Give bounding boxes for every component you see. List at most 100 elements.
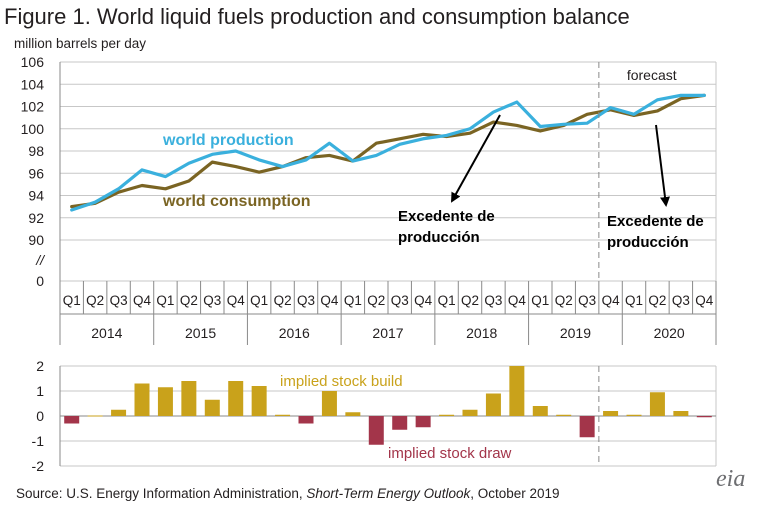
year-label: 2014 bbox=[91, 325, 122, 341]
stock-bar bbox=[579, 416, 595, 438]
annotation-text-2-line2: producción bbox=[607, 234, 689, 251]
stock-bar bbox=[228, 381, 244, 416]
quarter-label: Q2 bbox=[274, 293, 292, 308]
stock-bar bbox=[696, 416, 712, 418]
quarter-label: Q1 bbox=[438, 293, 456, 308]
y-tick-label: 106 bbox=[21, 54, 45, 70]
stock-bar bbox=[204, 399, 220, 416]
source-publication: Short-Term Energy Outlook bbox=[306, 486, 471, 501]
stock-bar bbox=[673, 411, 689, 416]
y-tick-label: 94 bbox=[28, 188, 44, 204]
annotation-text-1-line1: Excedente de bbox=[398, 208, 495, 225]
annotation-arrow-2 bbox=[655, 124, 670, 207]
stock-bar bbox=[532, 406, 548, 416]
quarter-label: Q2 bbox=[367, 293, 385, 308]
y-tick-label: 100 bbox=[21, 121, 45, 137]
stock-bar bbox=[649, 392, 665, 416]
stock-bar bbox=[603, 411, 619, 416]
quarter-label: Q4 bbox=[602, 293, 621, 308]
chart-labels: forecast world production world consumptio… bbox=[162, 62, 704, 466]
stock-bar bbox=[392, 416, 408, 430]
stock-bar bbox=[368, 416, 384, 445]
annotation-text-1: Excedente de producción bbox=[398, 208, 495, 246]
stock-bars bbox=[64, 366, 712, 445]
quarter-label: Q4 bbox=[695, 293, 714, 308]
y-tick-label: 2 bbox=[36, 358, 44, 374]
stock-bar bbox=[439, 414, 455, 416]
stock-bar bbox=[321, 391, 337, 416]
build-label: implied stock build bbox=[280, 373, 403, 390]
category-axis: Q1 Q2 Q3 Q4 Q1 Q2 Q3 Q4 Q1 Q2 Q3 Q4 Q1 Q2 Q3 Q4 Q1 Q2 Q3 Q4… bbox=[59, 281, 717, 345]
y-axis-unit: million barrels per day bbox=[14, 36, 147, 51]
y-tick-label: -1 bbox=[32, 433, 45, 449]
quarter-label: Q4 bbox=[227, 293, 246, 308]
source-prefix: Source: U.S. Energy Information Administ… bbox=[16, 486, 307, 501]
source-suffix: , October 2019 bbox=[470, 486, 560, 501]
forecast-label: forecast bbox=[627, 67, 677, 83]
quarter-label: Q3 bbox=[203, 293, 221, 308]
quarter-label: Q4 bbox=[414, 293, 433, 308]
quarter-label: Q1 bbox=[531, 293, 549, 308]
y-tick-label: 0 bbox=[36, 408, 44, 424]
year-label: 2018 bbox=[466, 325, 497, 341]
quarter-label: Q1 bbox=[344, 293, 362, 308]
quarter-label: Q1 bbox=[156, 293, 174, 308]
series-label-consumption: world consumption bbox=[162, 193, 311, 210]
quarter-label: Q2 bbox=[86, 293, 104, 308]
y-tick-label: 96 bbox=[28, 165, 44, 181]
quarter-label: Q2 bbox=[555, 293, 573, 308]
source-note: Source: U.S. Energy Information Administ… bbox=[16, 486, 560, 501]
annotation-text-2-line1: Excedente de bbox=[607, 213, 704, 230]
y-tick-label: // bbox=[35, 252, 46, 268]
y-tick-label: 98 bbox=[28, 143, 44, 159]
stock-bar bbox=[298, 416, 314, 424]
stock-bar bbox=[181, 381, 197, 416]
y-tick-label: 102 bbox=[21, 99, 45, 115]
top-y-axis: 106 104 102 100 98 96 94 92 90 // 0 bbox=[21, 54, 717, 289]
quarter-label: Q3 bbox=[110, 293, 128, 308]
year-label: 2019 bbox=[560, 325, 591, 341]
year-label: 2020 bbox=[654, 325, 685, 341]
annotation-text-2: Excedente de producción bbox=[607, 213, 704, 251]
stock-bar bbox=[64, 416, 80, 424]
quarter-label: Q3 bbox=[578, 293, 596, 308]
quarter-label: Q3 bbox=[484, 293, 502, 308]
y-tick-label: -2 bbox=[32, 458, 45, 474]
quarter-label: Q4 bbox=[508, 293, 527, 308]
stock-bar bbox=[509, 366, 525, 416]
y-tick-label: 0 bbox=[36, 273, 44, 289]
stock-bar bbox=[485, 393, 501, 416]
stock-bar bbox=[157, 387, 173, 416]
stock-bar bbox=[626, 414, 642, 416]
stock-bar bbox=[415, 416, 431, 428]
quarter-label: Q4 bbox=[133, 293, 152, 308]
quarter-label: Q1 bbox=[625, 293, 643, 308]
quarter-label: Q1 bbox=[250, 293, 268, 308]
year-label: 2017 bbox=[372, 325, 403, 341]
annotation-text-1-line2: producción bbox=[398, 229, 480, 246]
y-tick-label: 92 bbox=[28, 210, 44, 226]
quarter-label: Q3 bbox=[672, 293, 690, 308]
quarter-label: Q2 bbox=[648, 293, 666, 308]
quarter-label: Q2 bbox=[180, 293, 198, 308]
draw-label: implied stock draw bbox=[388, 445, 512, 462]
chart-title: Figure 1. World liquid fuels production … bbox=[4, 4, 630, 29]
quarter-label: Q4 bbox=[320, 293, 339, 308]
y-tick-label: 90 bbox=[28, 232, 44, 248]
stock-bar bbox=[345, 412, 361, 416]
stock-bar bbox=[87, 415, 103, 417]
quarter-label: Q3 bbox=[297, 293, 315, 308]
y-tick-label: 104 bbox=[21, 76, 45, 92]
quarter-label: Q3 bbox=[391, 293, 409, 308]
quarter-label: Q1 bbox=[63, 293, 81, 308]
quarter-label: Q2 bbox=[461, 293, 479, 308]
y-tick-label: 1 bbox=[36, 383, 44, 399]
stock-bar bbox=[111, 409, 127, 416]
year-label: 2015 bbox=[185, 325, 216, 341]
annotation-arrow-1 bbox=[451, 114, 501, 203]
stock-bar bbox=[275, 414, 291, 416]
series-label-production: world production bbox=[162, 132, 294, 149]
stock-bar bbox=[462, 409, 478, 416]
stock-bar bbox=[134, 383, 150, 416]
